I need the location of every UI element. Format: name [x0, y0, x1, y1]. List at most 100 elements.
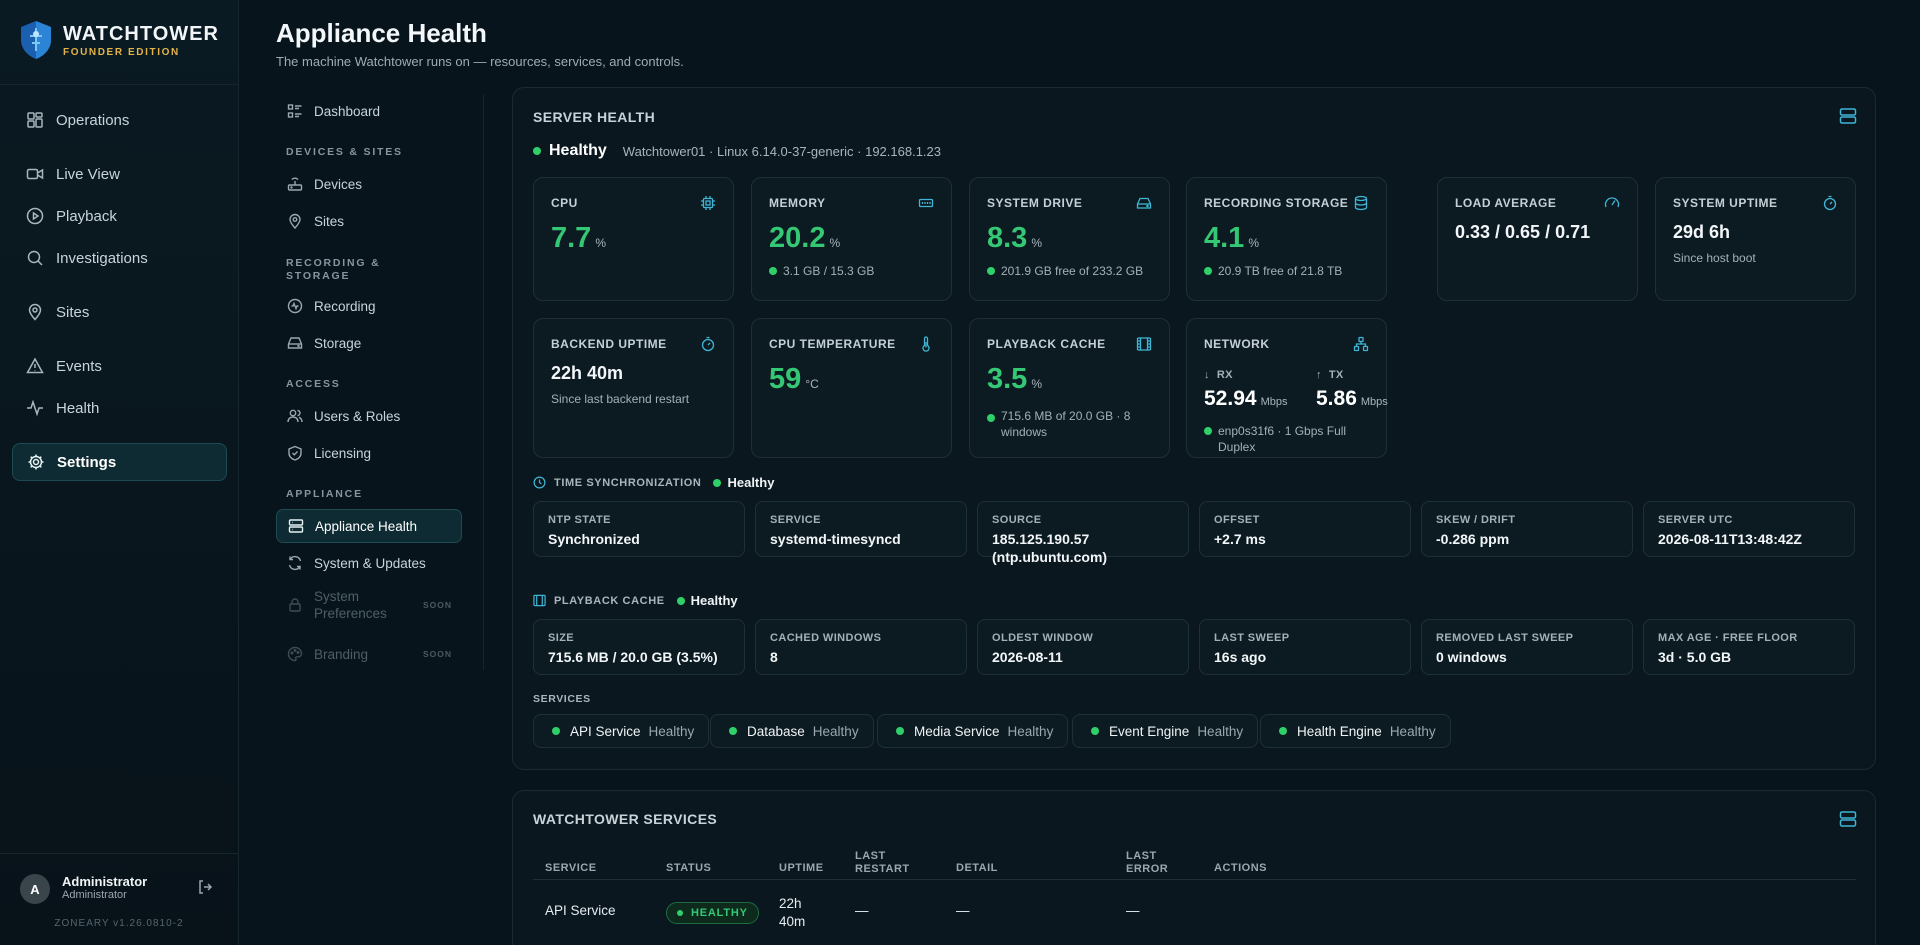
rx-unit: Mbps	[1260, 396, 1288, 408]
cpu-temperature-value: 59 °C	[769, 363, 819, 396]
status-badge: HEALTHY	[666, 902, 759, 924]
services-header: SERVICES	[533, 693, 591, 705]
info-value: 2026-08-11	[992, 649, 1063, 665]
column-header-line: ERROR	[1126, 863, 1169, 875]
host-info: Watchtower01 · Linux 6.14.0-37-generic ·…	[622, 143, 942, 159]
service-chip[interactable]: API Service Healthy	[533, 714, 710, 748]
subnav-label: Storage	[314, 335, 362, 351]
table-row: API Service HEALTHY 22h 40m — — —	[533, 881, 1856, 941]
film-icon	[1136, 337, 1152, 351]
warning-triangle-icon	[26, 357, 44, 374]
subnav-devices[interactable]: Devices	[276, 167, 464, 201]
metric-value: 59	[769, 363, 802, 395]
subnav-label: Branding	[314, 646, 369, 662]
service-chip[interactable]: Media Service Healthy	[877, 714, 1069, 748]
nav-playback[interactable]: Playback	[12, 197, 227, 235]
subnav-users-roles[interactable]: Users & Roles	[276, 399, 464, 433]
status-dot	[552, 727, 560, 735]
card-sub: Since last backend restart	[551, 392, 690, 406]
metric-value: 3.5	[987, 363, 1028, 395]
card-label: MEMORY	[769, 196, 826, 210]
subnav-system-updates[interactable]: System & Updates	[276, 546, 464, 580]
column-header[interactable]: ACTIONS	[1214, 862, 1267, 874]
time-sync-header: TIME SYNCHRONIZATION Healthy	[533, 475, 774, 490]
nav-label: Live View	[56, 165, 120, 183]
status-dot	[896, 727, 904, 735]
section-title: TIME SYNCHRONIZATION	[554, 476, 702, 489]
subnav-dashboard[interactable]: Dashboard	[276, 94, 464, 128]
info-cell: SIZE 715.6 MB / 20.0 GB (3.5%)	[533, 619, 745, 675]
rx-label: ↓ RX	[1204, 369, 1233, 381]
soon-tag: SOON	[422, 600, 452, 610]
nav-events[interactable]: Events	[12, 347, 227, 385]
chip-icon	[701, 196, 715, 210]
subnav-sites[interactable]: Sites	[276, 204, 464, 238]
column-header[interactable]: SERVICE	[545, 862, 597, 874]
service-chip-state: Healthy	[812, 723, 859, 739]
nav-investigations[interactable]: Investigations	[12, 239, 227, 277]
nav-live-view[interactable]: Live View	[12, 155, 227, 193]
subnav-licensing[interactable]: Licensing	[276, 436, 464, 470]
card-sub-text: 201.9 GB free of 233.2 GB	[1001, 264, 1144, 278]
nav-label: Health	[56, 399, 100, 417]
tx-value: 5.86 Mbps	[1316, 387, 1388, 411]
info-label: MAX AGE · FREE FLOOR	[1658, 632, 1798, 644]
service-chip[interactable]: Database Healthy	[710, 714, 874, 748]
nav-settings[interactable]: Settings	[12, 443, 227, 481]
subnav-storage[interactable]: Storage	[276, 326, 464, 360]
subnav-label: System Preferences	[314, 588, 387, 622]
column-header[interactable]: DETAIL	[956, 862, 998, 874]
app-version: ZONEARY v1.26.0810-2	[54, 918, 184, 929]
service-chip-state: Healthy	[648, 723, 695, 739]
info-value: Synchronized	[548, 531, 640, 547]
info-label: SERVICE	[770, 514, 821, 526]
cpu-value: 7.7%	[551, 222, 606, 255]
status-dot	[677, 910, 683, 916]
service-chip-name: Event Engine	[1109, 723, 1190, 739]
info-value: systemd-timesyncd	[770, 531, 901, 547]
card-sub-text: enp0s31f6 · 1 Gbps Full Duplex	[1218, 424, 1347, 454]
card-sub: 201.9 GB free of 233.2 GB	[987, 263, 1143, 279]
brand[interactable]: WATCHTOWER FOUNDER EDITION	[19, 20, 219, 60]
nav-label: Events	[56, 357, 102, 375]
status-badge-text: HEALTHY	[691, 907, 748, 919]
card-sub: Since host boot	[1673, 251, 1756, 265]
info-cell: NTP STATE Synchronized	[533, 501, 745, 557]
service-chip[interactable]: Event Engine Healthy	[1072, 714, 1259, 748]
info-label: OFFSET	[1214, 514, 1260, 526]
nav-health[interactable]: Health	[12, 389, 227, 427]
server-icon[interactable]	[1839, 107, 1857, 125]
metric-unit: %	[595, 236, 606, 250]
record-icon	[287, 298, 303, 314]
play-circle-icon	[26, 207, 44, 225]
cpu-card: CPU 7.7%	[533, 177, 734, 301]
stopwatch-icon	[701, 336, 715, 352]
nav-label: Playback	[56, 207, 117, 225]
nav-label: Sites	[56, 303, 90, 321]
card-label: SYSTEM UPTIME	[1673, 196, 1778, 210]
column-header[interactable]: LAST ERROR	[1126, 850, 1168, 876]
avatar[interactable]: A	[20, 874, 50, 904]
subnav-group-access: ACCESS	[286, 378, 341, 390]
column-header[interactable]: UPTIME	[779, 862, 824, 874]
backend-uptime-card: BACKEND UPTIME 22h 40m Since last backen…	[533, 318, 734, 458]
page-subtitle: The machine Watchtower runs on — resourc…	[276, 54, 684, 69]
sidebar-divider	[0, 84, 238, 85]
hard-drive-icon	[287, 337, 303, 349]
nav-operations[interactable]: Operations	[12, 101, 227, 139]
logout-icon[interactable]	[197, 879, 213, 895]
service-chip[interactable]: Health Engine Healthy	[1260, 714, 1451, 748]
nav-sites[interactable]: Sites	[12, 293, 227, 331]
server-icon[interactable]	[1839, 810, 1857, 828]
column-header[interactable]: LAST RESTART	[855, 850, 910, 876]
subnav-recording[interactable]: Recording	[276, 289, 464, 323]
info-cell: CACHED WINDOWS 8	[755, 619, 967, 675]
column-header[interactable]: STATUS	[666, 862, 712, 874]
subnav-group-devices-sites: DEVICES & SITES	[286, 146, 403, 158]
subnav-branding: Branding SOON	[276, 637, 464, 671]
stopwatch-icon	[1823, 195, 1837, 211]
metric-value: 4.1	[1204, 222, 1245, 254]
section-title: PLAYBACK CACHE	[554, 594, 665, 607]
status-dot	[729, 727, 737, 735]
subnav-appliance-health[interactable]: Appliance Health	[276, 509, 462, 543]
